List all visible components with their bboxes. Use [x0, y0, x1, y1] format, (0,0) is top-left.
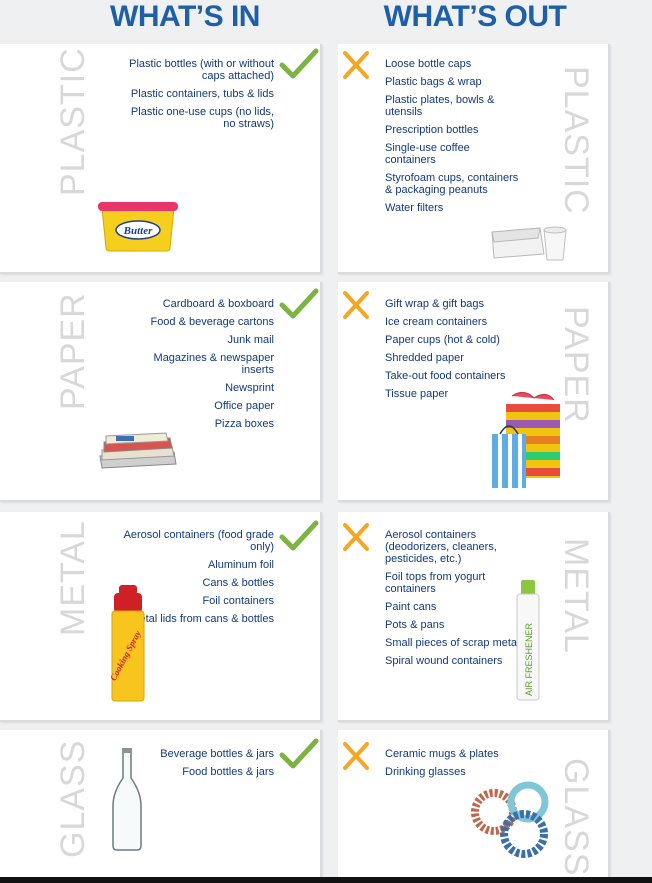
bottom-border: [0, 877, 652, 883]
plastic-label-right: PLASTIC: [557, 66, 595, 215]
metal-in-list: Aerosol containers (food grade only) Alu…: [120, 529, 274, 631]
air-freshener-label: AIR FRESHENER: [524, 622, 534, 696]
list-item: Beverage bottles & jars: [160, 748, 274, 760]
list-item: Cardboard & boxboard: [162, 298, 274, 310]
list-item: Shredded paper: [385, 352, 464, 364]
glass-bottle-image: [112, 748, 142, 851]
list-item: Office paper: [214, 400, 274, 412]
list-item: Magazines & newspaper inserts: [153, 352, 274, 376]
list-item: Styrofoam cups, containers & packaging p…: [385, 172, 519, 196]
list-item: Aerosol containers (deodorizers, cleaner…: [385, 529, 497, 565]
metal-out-list: Aerosol containers (deodorizers, cleaner…: [385, 529, 520, 673]
list-item: Water filters: [385, 202, 444, 214]
list-item: Prescription bottles: [385, 124, 479, 136]
ceramic-plates-image: [471, 781, 549, 858]
checkmark-icon: [279, 48, 319, 79]
list-item: Plastic containers, tubs & lids: [130, 88, 274, 100]
glass-in-list: Beverage bottles & jars Food bottles & j…: [120, 748, 274, 784]
x-mark-icon: [343, 51, 369, 79]
list-item: Aluminum foil: [207, 559, 274, 571]
styrofoam-containers-image: [491, 226, 567, 261]
metal-label-right: METAL: [557, 538, 595, 654]
plastic-label-left: PLASTIC: [54, 47, 92, 196]
whats-out-title: WHAT’S OUT: [383, 0, 567, 33]
gift-bags-image: [492, 392, 560, 488]
metal-out-panel: [338, 512, 610, 722]
list-item: Single-use coffee containers: [385, 142, 470, 166]
list-item: Ice cream containers: [385, 316, 488, 328]
whats-in-title: WHAT’S IN: [110, 0, 260, 33]
list-item: Cans & bottles: [202, 577, 274, 589]
glass-label-left: GLASS: [54, 739, 92, 858]
plastic-in-list: Plastic bottles (with or without caps at…: [120, 58, 274, 136]
list-item: Metal lids from cans & bottles: [130, 613, 274, 625]
list-item: Newsprint: [225, 382, 274, 394]
list-item: Pizza boxes: [214, 418, 274, 430]
list-item: Tissue paper: [385, 388, 449, 400]
list-item: Junk mail: [227, 334, 274, 346]
list-item: Loose bottle caps: [385, 58, 472, 70]
paper-in-panel: [0, 282, 322, 502]
list-item: Plastic bottles (with or without caps at…: [129, 58, 274, 82]
list-item: Paper cups (hot & cold): [385, 334, 500, 346]
list-item: Small pieces of scrap metal: [385, 637, 520, 649]
glass-in-panel: [0, 730, 322, 880]
list-item: Gift wrap & gift bags: [385, 298, 485, 310]
checkmark-icon: [279, 738, 319, 769]
list-item: Food bottles & jars: [182, 766, 274, 778]
butter-label: Butter: [123, 225, 153, 237]
glass-out-list: Ceramic mugs & plates Drinking glasses: [385, 748, 520, 784]
list-item: Pots & pans: [385, 619, 445, 631]
list-item: Ceramic mugs & plates: [385, 748, 499, 760]
list-item: Foil containers: [202, 595, 274, 607]
metal-in-panel: [0, 512, 322, 722]
newspaper-stack-image: [99, 432, 177, 469]
list-item: Drinking glasses: [385, 766, 466, 778]
list-item: Spiral wound containers: [385, 655, 503, 667]
plastic-out-list: Loose bottle caps Plastic bags & wrap Pl…: [385, 58, 520, 220]
paper-out-panel: [338, 282, 610, 502]
checkmark-icon: [279, 288, 319, 319]
air-freshener-can-image: AIR FRESHENER: [516, 580, 540, 701]
cooking-spray-can-image: Cooking Spray: [108, 585, 145, 702]
glass-label-right: GLASS: [557, 758, 595, 877]
metal-label-left: METAL: [54, 520, 92, 636]
list-item: Foil tops from yogurt containers: [385, 571, 486, 595]
list-item: Food & beverage cartons: [150, 316, 274, 328]
list-item: Plastic plates, bowls & utensils: [385, 94, 495, 118]
paper-out-list: Gift wrap & gift bags Ice cream containe…: [385, 298, 520, 406]
x-mark-icon: [343, 291, 369, 319]
list-item: Plastic bags & wrap: [385, 76, 482, 88]
paper-label-left: PAPER: [54, 292, 92, 410]
list-item: Aerosol containers (food grade only): [123, 529, 274, 553]
list-item: Paint cans: [385, 601, 437, 613]
x-mark-icon: [343, 742, 369, 770]
checkmark-icon: [279, 520, 319, 551]
butter-tub-image: Butter: [98, 202, 178, 252]
list-item: Take-out food containers: [385, 370, 506, 382]
x-mark-icon: [343, 523, 369, 551]
list-item: Plastic one-use cups (no lids, no straws…: [130, 106, 274, 130]
paper-in-list: Cardboard & boxboard Food & beverage car…: [120, 298, 274, 436]
